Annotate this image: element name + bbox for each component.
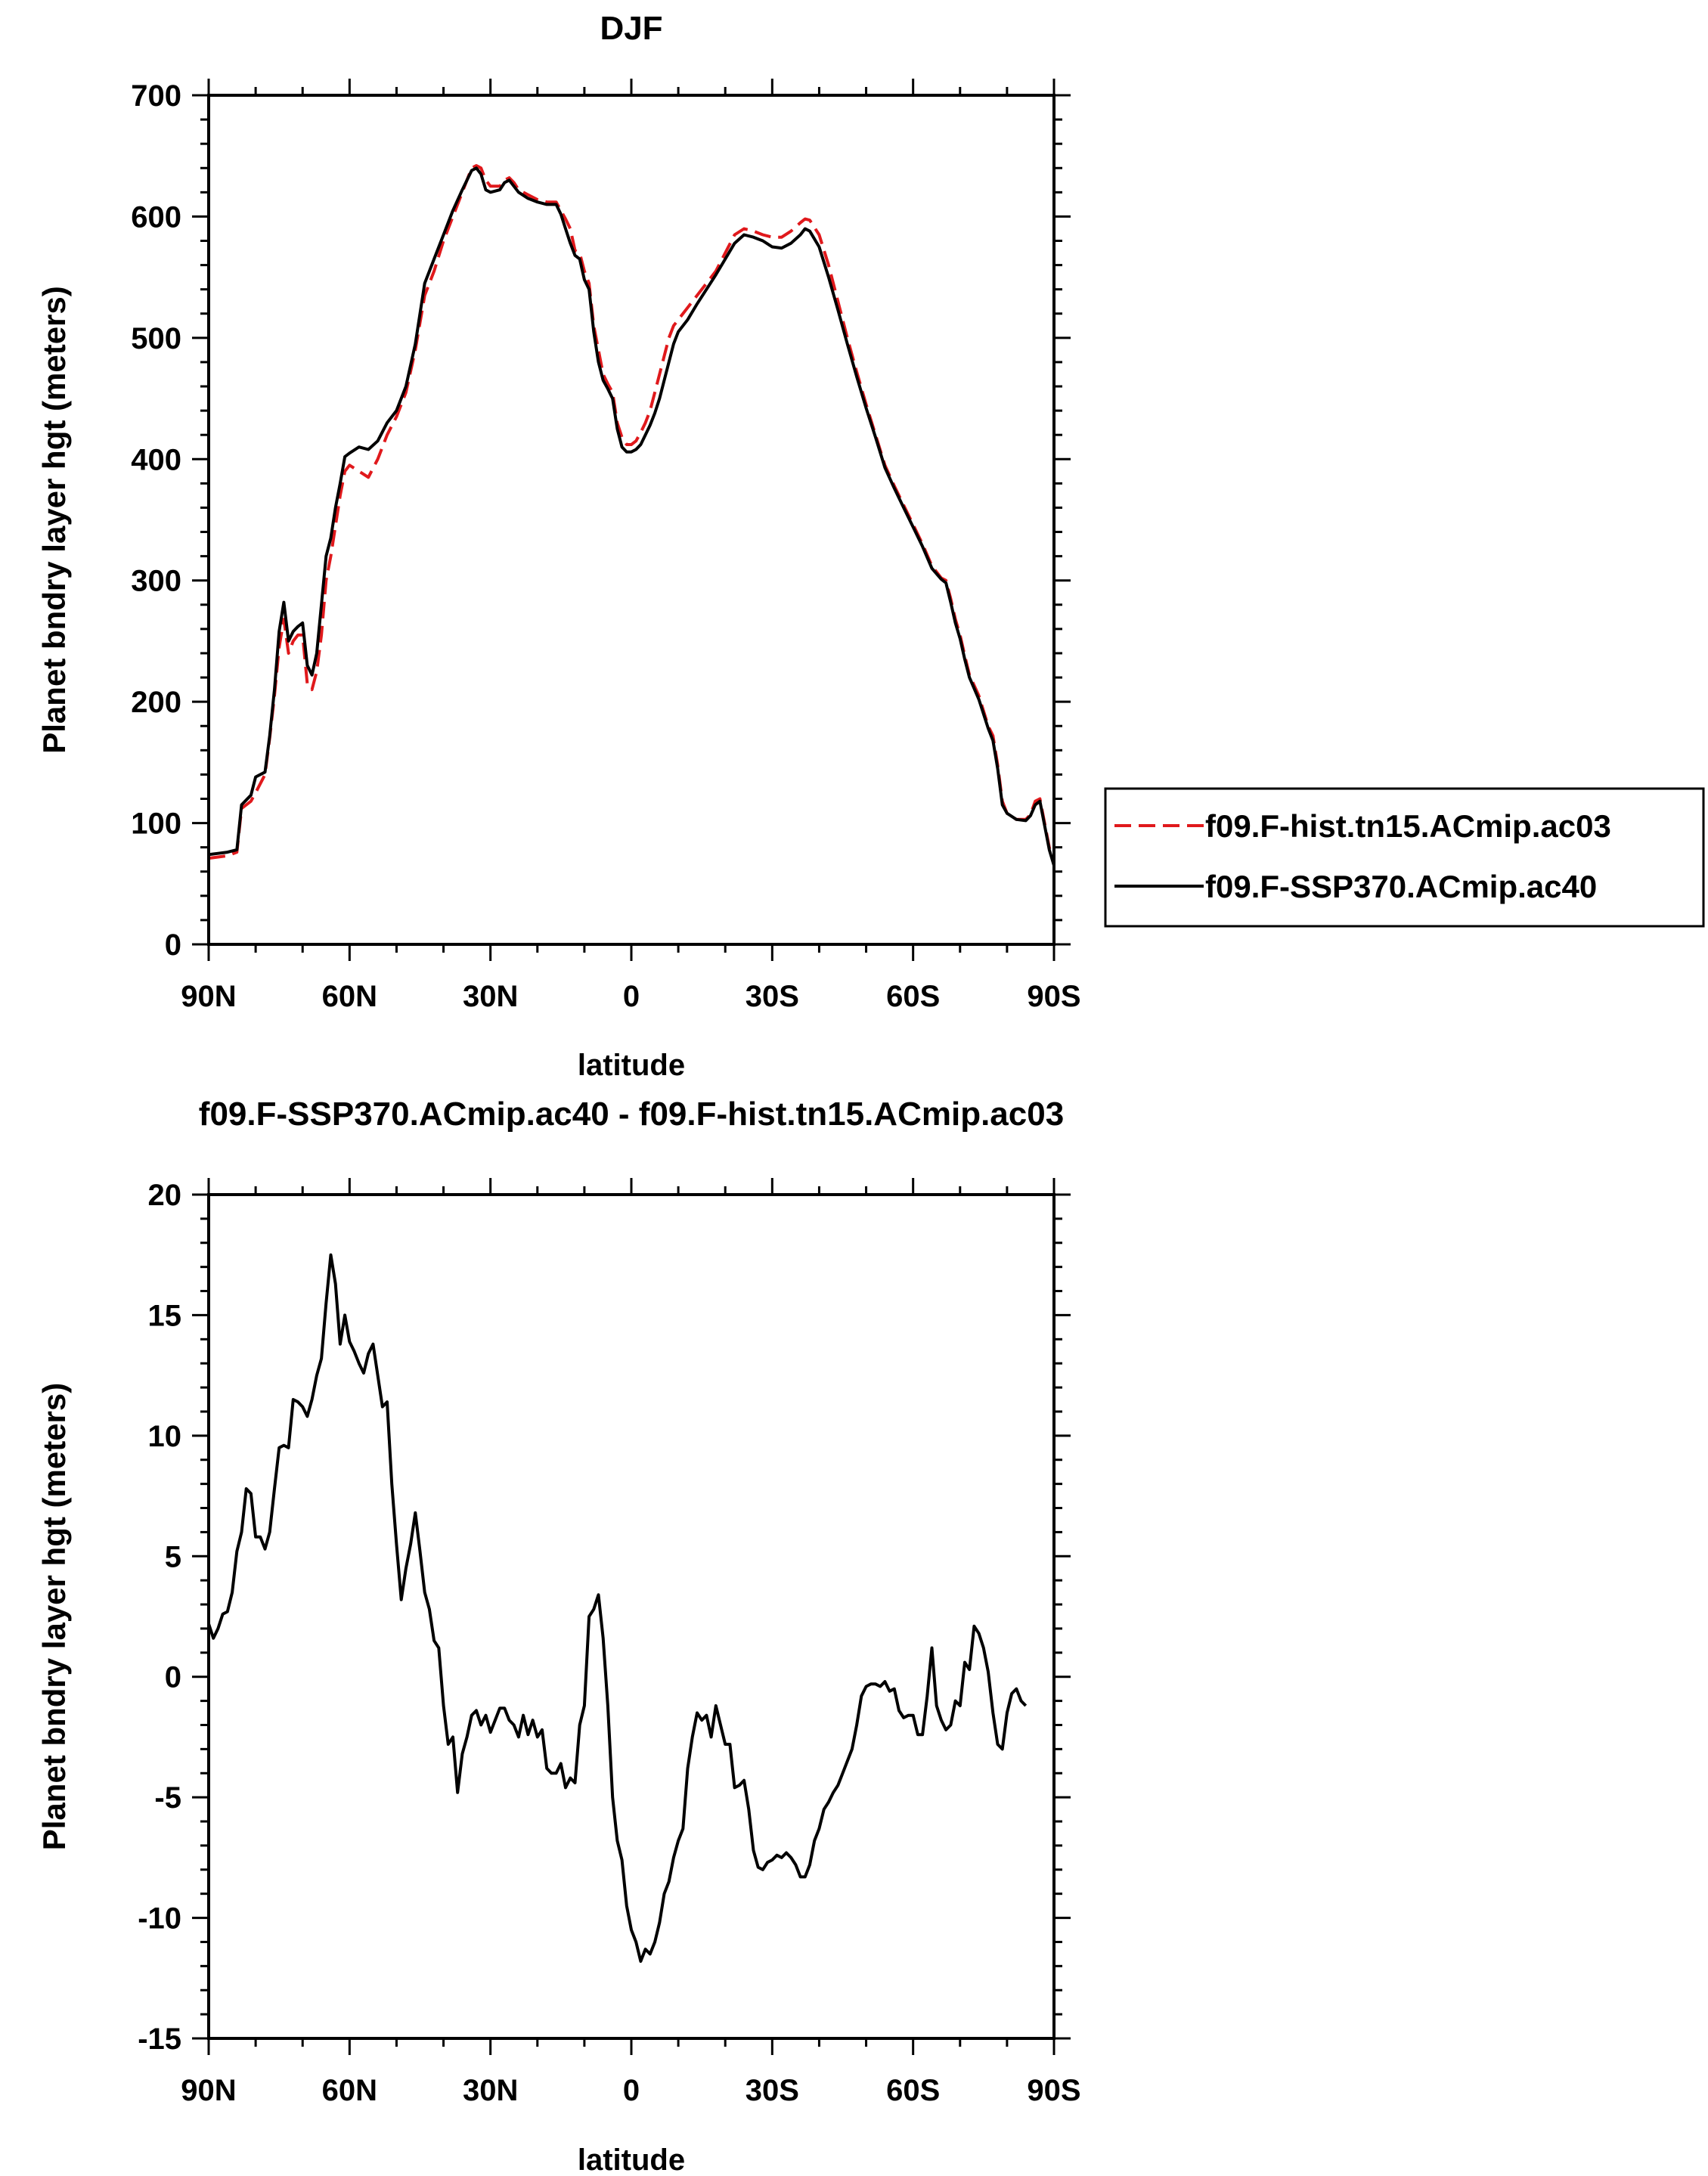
x-tick-label: 60N bbox=[322, 2074, 377, 2107]
panel-top: DJF 0 100 200 300 400 500 600 700 90N 60N 30N 0 30S 60… bbox=[36, 10, 1081, 1082]
x-tick-label: 60S bbox=[886, 2074, 940, 2107]
legend-label-1: f09.F-SSP370.ACmip.ac40 bbox=[1205, 869, 1597, 904]
x-axis-label: latitude bbox=[578, 2143, 685, 2176]
y-tick-label: -15 bbox=[138, 2023, 181, 2056]
y-tick-label: 0 bbox=[165, 928, 181, 962]
chart-title: f09.F-SSP370.ACmip.ac40 - f09.F-hist.tn1… bbox=[199, 1096, 1064, 1133]
y-tick-label: 500 bbox=[131, 322, 181, 355]
y-tick-label: 0 bbox=[165, 1661, 181, 1694]
y-tick-label: -10 bbox=[138, 1902, 181, 1936]
x-tick-label: 30N bbox=[463, 2074, 518, 2107]
y-tick-label: 100 bbox=[131, 807, 181, 841]
x-tick-label: 30S bbox=[746, 980, 799, 1013]
y-axis-label: Planet bndry layer hgt (meters) bbox=[36, 286, 72, 754]
y-tick-label: 700 bbox=[131, 79, 181, 113]
y-tick-label: 15 bbox=[148, 1299, 182, 1332]
x-tick-label: 30S bbox=[746, 2074, 799, 2107]
series-line-0 bbox=[209, 1253, 1028, 1963]
y-tick-label: 600 bbox=[131, 200, 181, 234]
y-tick-label: 200 bbox=[131, 686, 181, 719]
x-tick-label: 90N bbox=[181, 980, 236, 1013]
x-axis-label: latitude bbox=[578, 1049, 685, 1082]
y-tick-label: -5 bbox=[154, 1781, 181, 1815]
panel-bottom: f09.F-SSP370.ACmip.ac40 - f09.F-hist.tn1… bbox=[36, 1096, 1081, 2176]
y-tick-label: 400 bbox=[131, 443, 181, 476]
y-tick-label: 5 bbox=[165, 1540, 181, 1573]
y-tick-label: 300 bbox=[131, 565, 181, 598]
x-tick-label: 90S bbox=[1027, 980, 1080, 1013]
x-tick-label: 60N bbox=[322, 980, 377, 1013]
y-tick-label: 10 bbox=[148, 1420, 182, 1453]
x-tick-label: 90N bbox=[181, 2074, 236, 2107]
legend-box bbox=[1104, 787, 1705, 928]
series-line-0 bbox=[209, 164, 1054, 866]
legend: f09.F-hist.tn15.ACmip.ac03 f09.F-SSP370.A… bbox=[1104, 787, 1705, 928]
series-group bbox=[209, 1253, 1028, 1963]
x-tick-label: 90S bbox=[1027, 2074, 1080, 2107]
x-tick-label: 0 bbox=[623, 2074, 640, 2107]
chart-title: DJF bbox=[600, 10, 662, 47]
x-tick-label: 0 bbox=[623, 980, 640, 1013]
x-tick-label: 30N bbox=[463, 980, 518, 1013]
y-tick-label: 20 bbox=[148, 1179, 182, 1212]
x-tick-label: 60S bbox=[886, 980, 940, 1013]
y-axis-label: Planet bndry layer hgt (meters) bbox=[36, 1383, 72, 1851]
plot-frame bbox=[207, 1193, 1055, 2040]
series-group bbox=[209, 164, 1054, 868]
series-line-1 bbox=[209, 166, 1054, 868]
legend-label-0: f09.F-hist.tn15.ACmip.ac03 bbox=[1205, 808, 1611, 844]
